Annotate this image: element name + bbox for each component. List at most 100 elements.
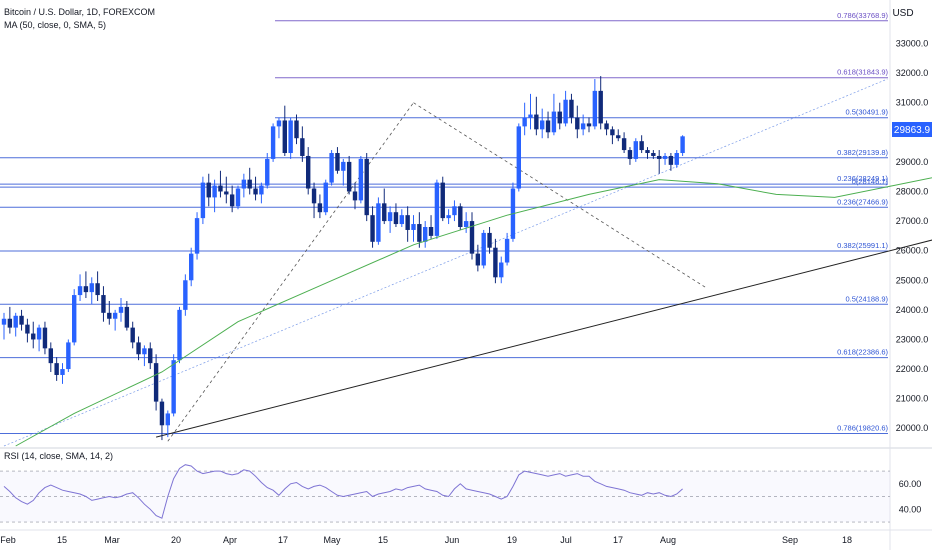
candle-body	[300, 138, 305, 156]
candle	[651, 150, 656, 159]
candle	[218, 170, 223, 198]
candle	[510, 182, 516, 242]
candle	[382, 188, 387, 225]
candle-body	[657, 155, 662, 159]
candle	[364, 153, 369, 222]
candle-body	[130, 327, 135, 343]
candle	[107, 300, 112, 325]
candle	[124, 300, 130, 331]
candle	[598, 76, 603, 130]
candle-body	[288, 120, 293, 154]
last-price-badge: 29863.9	[892, 122, 932, 137]
support-trendline	[155, 239, 932, 438]
candle	[153, 354, 159, 411]
candle-body	[253, 188, 258, 195]
candle	[13, 312, 18, 337]
ma-indicator-label[interactable]: MA (50, close, 0, SMA, 5)	[4, 20, 106, 30]
candle	[487, 227, 492, 254]
candle-body	[218, 185, 223, 192]
candle	[276, 117, 282, 139]
candles[interactable]	[1, 76, 685, 441]
candle-body	[487, 232, 492, 248]
candle-body	[194, 218, 200, 254]
candle	[551, 93, 557, 136]
last-price-value: 29863.9	[894, 125, 931, 136]
candle-body	[276, 120, 282, 127]
candle	[370, 206, 375, 248]
candle-body	[458, 206, 463, 227]
drawing-lines	[3, 78, 932, 447]
candle	[668, 153, 674, 171]
candle	[481, 229, 486, 269]
time-axis[interactable]: Feb 15 Mar 20 Apr 17 May 15 Jun 19 Jul 17 Aug Sep 18	[0, 529, 932, 545]
candle	[36, 324, 42, 352]
candle	[200, 176, 206, 225]
candle-body	[341, 161, 346, 171]
candle	[639, 135, 644, 154]
candle-body	[165, 413, 170, 426]
time-tick-label: 17	[613, 535, 623, 545]
candle-body	[224, 191, 229, 195]
price-tick-label: 22000.0	[896, 364, 929, 374]
candle-body	[317, 203, 323, 213]
candle-body	[364, 158, 369, 216]
candle	[616, 129, 621, 142]
candle	[516, 123, 521, 192]
time-tick-label: 15	[378, 535, 388, 545]
candle	[633, 138, 638, 162]
candle-body	[411, 224, 416, 230]
candle	[253, 176, 258, 201]
candle-body	[159, 401, 165, 426]
candle	[335, 147, 340, 174]
fib-level-label: 0.786(19820.6)	[837, 424, 888, 433]
candle	[358, 155, 364, 204]
candle	[376, 197, 381, 245]
candle	[674, 150, 679, 168]
candle-body	[499, 262, 504, 278]
candle-body	[200, 182, 206, 219]
candle-body	[428, 227, 434, 236]
candle-body	[7, 318, 13, 328]
candle	[54, 357, 59, 381]
fib-level-label: 0.236(28249.1)	[837, 174, 888, 183]
price-axis[interactable]: 33000.032000.031000.030000.029000.028000…	[896, 39, 929, 434]
fib-level-label: 0.5(30491.9)	[845, 108, 888, 117]
fib-level-label: 0.786(33768.9)	[837, 11, 888, 20]
fib-drawing-line	[167, 102, 414, 442]
candle-body	[148, 348, 153, 364]
candle-body	[112, 312, 118, 319]
candle-body	[72, 295, 77, 343]
candle-body	[346, 161, 352, 192]
candle-body	[142, 348, 147, 355]
rsi-pane[interactable]: 60.00 40.00	[0, 464, 921, 523]
candle-body	[235, 188, 241, 207]
candle-body	[136, 342, 141, 355]
candle-body	[387, 212, 393, 222]
rsi-indicator-label[interactable]: RSI (14, close, SMA, 14, 2)	[4, 451, 113, 461]
time-tick-label: 18	[842, 535, 852, 545]
candle-body	[19, 315, 24, 325]
candle-body	[60, 369, 65, 375]
candle	[469, 212, 475, 260]
candle-body	[89, 283, 94, 293]
candle-body	[171, 360, 176, 414]
candle	[580, 114, 586, 136]
candle-body	[48, 348, 53, 364]
candle-body	[423, 227, 428, 242]
candle	[148, 342, 153, 370]
candle	[165, 410, 170, 438]
candle	[206, 173, 211, 207]
candle	[112, 309, 118, 331]
candle-body	[54, 363, 59, 375]
candle	[540, 108, 545, 139]
time-tick-label: Jun	[445, 535, 460, 545]
candle-body	[616, 135, 621, 139]
price-tick-label: 26000.0	[896, 246, 929, 256]
price-tick-label: 28000.0	[896, 186, 929, 196]
candle-body	[575, 117, 580, 130]
time-tick-label: Mar	[104, 535, 120, 545]
candle-body	[434, 182, 440, 236]
candle-body	[95, 283, 100, 296]
candle	[7, 306, 13, 334]
